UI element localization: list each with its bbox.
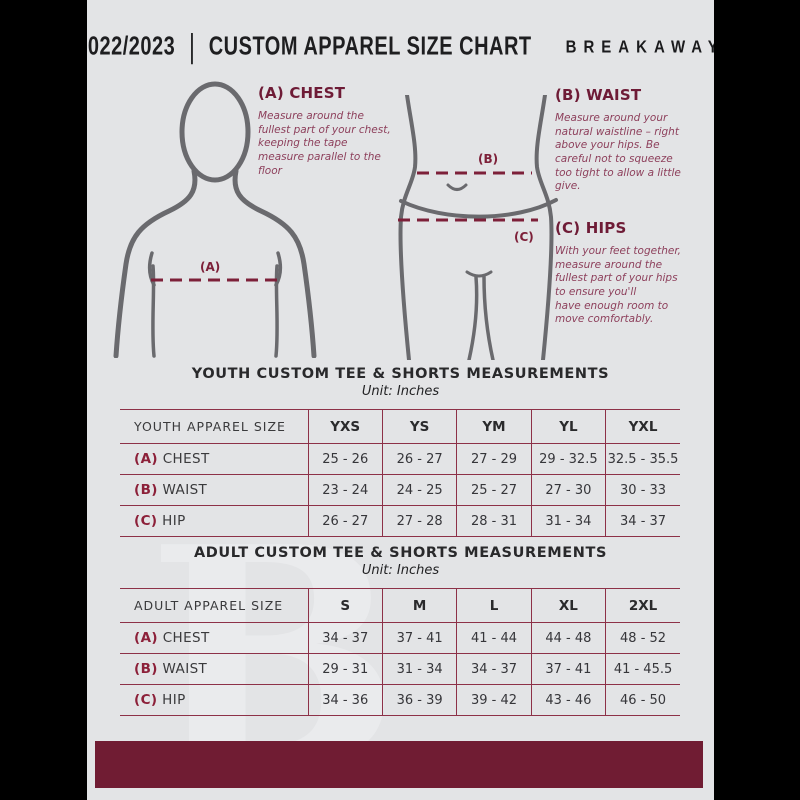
cell-value: 44 - 48: [530, 622, 606, 654]
youth-section-head: YOUTH CUSTOM TEE & SHORTS MEASUREMENTS U…: [87, 366, 714, 399]
table-row: (C) HIP 34 - 36 36 - 39 39 - 42 43 - 46 …: [120, 684, 680, 716]
table-row: (B) WAIST 23 - 24 24 - 25 25 - 27 27 - 3…: [120, 474, 680, 506]
waist-guide-text: Measure around your natural waistline – …: [555, 112, 681, 193]
youth-size-yxs: YXS: [307, 409, 383, 444]
cell-value: 34 - 37: [605, 505, 680, 537]
cell-value: 23 - 24: [307, 474, 383, 506]
cell-value: 41 - 44: [456, 622, 532, 654]
measurement-guide: (A) (B) (C) (A) CHEST Measure around the…: [87, 0, 714, 365]
row-label: CHEST: [162, 451, 210, 467]
row-marker: (A): [134, 630, 158, 646]
row-label: HIP: [162, 513, 186, 529]
season-year: 2022/2023: [87, 32, 176, 61]
youth-chest-label: (A) CHEST: [120, 444, 308, 475]
adult-size-column-header: ADULT APPAREL SIZE: [134, 598, 284, 613]
cell-value: 26 - 27: [307, 505, 383, 537]
hips-guide-heading: (C) HIPS: [555, 219, 627, 237]
adult-waist-label: (B) WAIST: [120, 654, 308, 685]
cell-value: 31 - 34: [381, 653, 457, 685]
chest-line-marker: (A): [200, 260, 220, 274]
waist-line-marker: (B): [478, 152, 498, 166]
cell-value: 48 - 52: [605, 622, 680, 654]
cell-value: 29 - 31: [307, 653, 383, 685]
youth-header-row: YOUTH APPAREL SIZE YXS YS YM YL YXL: [120, 409, 680, 444]
row-marker: (C): [134, 513, 158, 529]
cell-value: 34 - 36: [307, 684, 383, 716]
waist-guide-block: (B) WAIST Measure around your natural wa…: [555, 86, 705, 194]
youth-size-ym: YM: [456, 409, 532, 444]
cell-value: 29 - 32.5: [530, 443, 606, 475]
row-marker: (B): [134, 661, 158, 677]
chest-silhouette-figure: (A): [113, 81, 317, 358]
cell-value: 46 - 50: [605, 684, 680, 716]
cell-value: 25 - 27: [456, 474, 532, 506]
cell-value: 25 - 26: [307, 443, 383, 475]
cell-value: 36 - 39: [381, 684, 457, 716]
adult-size-xl: XL: [530, 588, 606, 623]
cell-value: 37 - 41: [530, 653, 606, 685]
document-title: CUSTOM APPAREL SIZE CHART: [208, 32, 532, 61]
footer-accent-bar: [95, 741, 703, 788]
adult-section-head: ADULT CUSTOM TEE & SHORTS MEASUREMENTS U…: [87, 545, 714, 578]
cell-value: 41 - 45.5: [605, 653, 680, 685]
youth-size-ys: YS: [381, 409, 457, 444]
youth-waist-label: (B) WAIST: [120, 475, 308, 506]
adult-size-l: L: [456, 588, 532, 623]
hips-guide-block: (C) HIPS With your feet together, measur…: [555, 219, 705, 327]
adult-chest-label: (A) CHEST: [120, 623, 308, 654]
cell-value: 30 - 33: [605, 474, 680, 506]
row-label: HIP: [162, 692, 186, 708]
adult-size-m: M: [381, 588, 457, 623]
document-header: 2022/2023 | CUSTOM APPAREL SIZE CHART BR…: [87, 24, 714, 70]
table-row: (C) HIP 26 - 27 27 - 28 28 - 31 31 - 34 …: [120, 505, 680, 537]
youth-table-title: YOUTH CUSTOM TEE & SHORTS MEASUREMENTS: [191, 366, 610, 382]
cell-value: 43 - 46: [530, 684, 606, 716]
row-marker: (C): [134, 692, 158, 708]
row-label: WAIST: [162, 661, 208, 677]
waist-guide-heading: (B) WAIST: [555, 86, 642, 104]
cell-value: 37 - 41: [381, 622, 457, 654]
table-row: (A) CHEST 25 - 26 26 - 27 27 - 29 29 - 3…: [120, 443, 680, 475]
adult-table-unit: Unit: Inches: [361, 563, 440, 578]
cell-value: 39 - 42: [456, 684, 532, 716]
cell-value: 31 - 34: [530, 505, 606, 537]
cell-value: 27 - 30: [530, 474, 606, 506]
youth-size-yl: YL: [530, 409, 606, 444]
cell-value: 32.5 - 35.5: [605, 443, 680, 475]
row-label: WAIST: [162, 482, 208, 498]
table-row: (B) WAIST 29 - 31 31 - 34 34 - 37 37 - 4…: [120, 653, 680, 685]
hips-guide-text: With your feet together, measure around …: [555, 245, 682, 326]
size-chart-document: 2022/2023 | CUSTOM APPAREL SIZE CHART BR…: [87, 0, 714, 800]
cell-value: 34 - 37: [456, 653, 532, 685]
adult-hip-label: (C) HIP: [120, 685, 308, 716]
hip-line-marker: (C): [514, 230, 534, 244]
adult-size-2xl: 2XL: [605, 588, 680, 623]
youth-size-yxl: YXL: [605, 409, 680, 444]
youth-size-table: YOUTH APPAREL SIZE YXS YS YM YL YXL (A) …: [120, 409, 680, 537]
row-marker: (B): [134, 482, 158, 498]
cell-value: 27 - 29: [456, 443, 532, 475]
brand-name: BREAKAWAY: [565, 37, 714, 57]
waist-hip-silhouette-figure: (B) (C): [398, 95, 558, 360]
adult-size-s: S: [307, 588, 383, 623]
cell-value: 34 - 37: [307, 622, 383, 654]
adult-header-row: ADULT APPAREL SIZE S M L XL 2XL: [120, 588, 680, 623]
cell-value: 24 - 25: [381, 474, 457, 506]
cell-value: 27 - 28: [381, 505, 457, 537]
chest-guide-block: (A) CHEST Measure around the fullest par…: [258, 84, 408, 178]
adult-table-title: ADULT CUSTOM TEE & SHORTS MEASUREMENTS: [193, 545, 608, 561]
header-divider: |: [188, 29, 196, 65]
chest-guide-heading: (A) CHEST: [258, 84, 346, 102]
row-marker: (A): [134, 451, 158, 467]
cell-value: 28 - 31: [456, 505, 532, 537]
table-row: (A) CHEST 34 - 37 37 - 41 41 - 44 44 - 4…: [120, 622, 680, 654]
youth-table-unit: Unit: Inches: [361, 384, 440, 399]
youth-size-column-header: YOUTH APPAREL SIZE: [134, 419, 286, 434]
row-label: CHEST: [162, 630, 210, 646]
cell-value: 26 - 27: [381, 443, 457, 475]
chest-guide-text: Measure around the fullest part of your …: [258, 110, 391, 177]
adult-size-table: ADULT APPAREL SIZE S M L XL 2XL (A) CHES…: [120, 588, 680, 716]
youth-hip-label: (C) HIP: [120, 506, 308, 537]
